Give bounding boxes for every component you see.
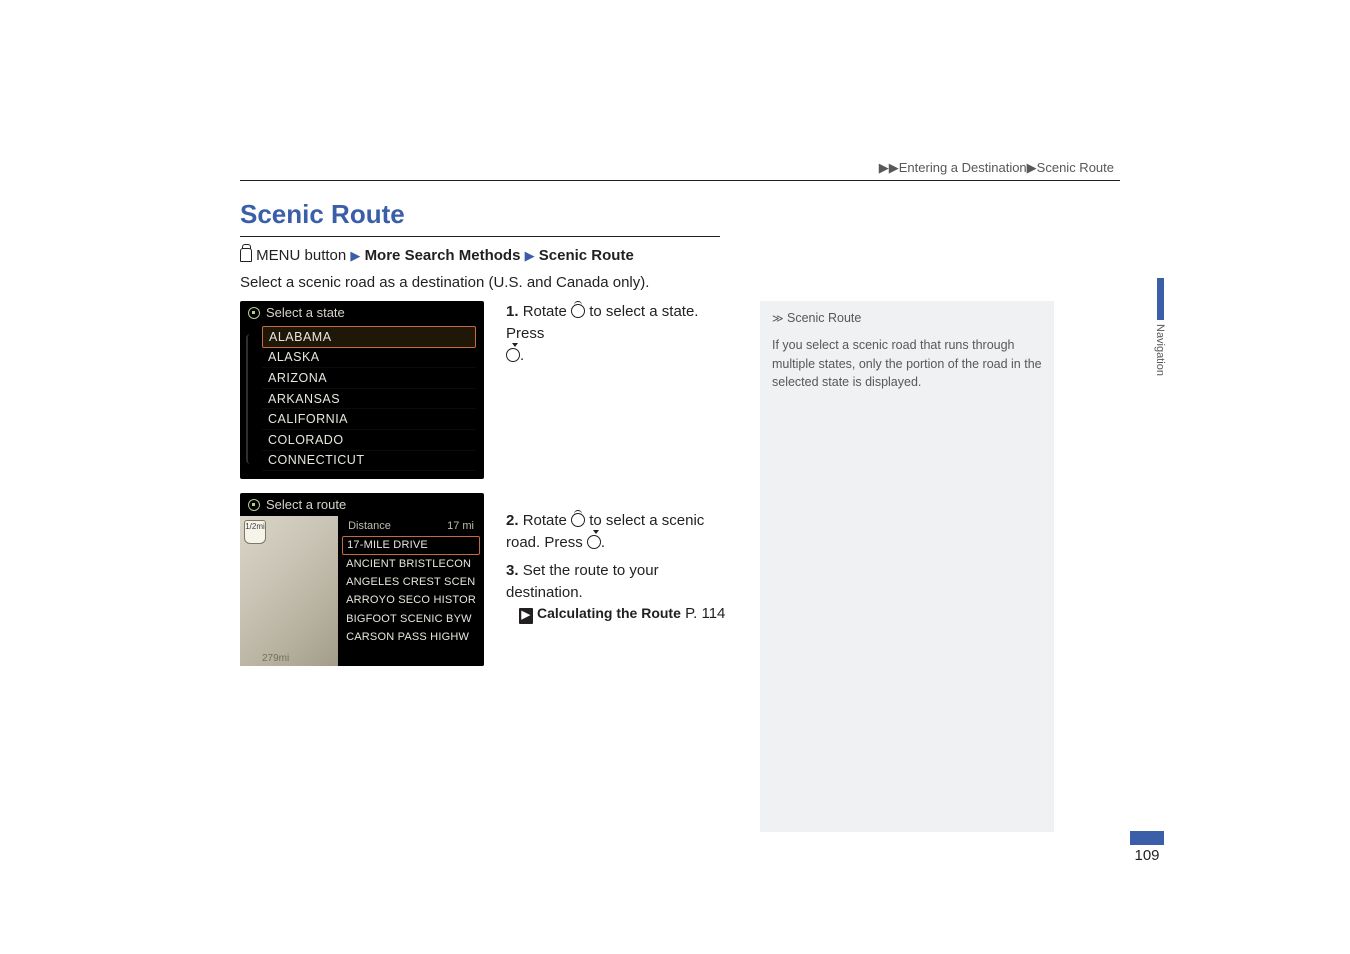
note-panel: ≫ Scenic Route If you select a scenic ro… (760, 301, 1054, 832)
ss2-title: Select a route (266, 497, 346, 512)
intro-text: Select a scenic road as a destination (U… (240, 274, 1120, 291)
list-item: ARROYO SECO HISTOR (338, 591, 484, 609)
list-item: ARIZONA (262, 368, 476, 389)
ss2-header: Select a route (240, 493, 484, 516)
list-item: CARSON PASS HIGHW (338, 628, 484, 646)
step-num: 3. (506, 562, 519, 579)
xref-page-number: 114 (701, 605, 725, 622)
xref-icon: ▶ (519, 608, 533, 624)
tab-bar (1157, 278, 1164, 320)
section-heading: Scenic Route (240, 199, 1120, 230)
col-distance-label: Distance (348, 520, 391, 532)
page-content: ▶▶Entering a Destination▶Scenic Route Sc… (240, 160, 1120, 832)
rotate-dial-icon (571, 513, 585, 527)
rule-top (240, 180, 1120, 181)
xref-label: Calculating the Route (537, 605, 681, 621)
compass-icon (248, 499, 260, 511)
map-scale-shield: 1/2mi (244, 520, 266, 544)
ss2-map: 1/2mi 279mi (240, 516, 338, 666)
col-distance-value: 17 mi (447, 520, 474, 532)
menu-path-item2: Scenic Route (539, 247, 634, 264)
step-1: 1. Rotate to select a state. Press . (506, 301, 738, 366)
note-heading-text: Scenic Route (787, 311, 861, 325)
xref-page-prefix: P. (685, 605, 697, 622)
list-item: CALIFORNIA (262, 409, 476, 430)
step-num: 1. (506, 303, 519, 320)
path-sep-icon: ▶ (525, 248, 535, 263)
press-dial-icon (506, 348, 520, 362)
step-text: . (520, 347, 524, 364)
screenshots-column: Select a state ALABAMA ALASKA ARIZONA AR… (240, 301, 484, 832)
path-sep-icon: ▶ (350, 248, 360, 263)
menu-button-icon (240, 248, 252, 262)
list-item: ARKANSAS (262, 389, 476, 410)
ss2-column-header: Distance 17 mi (338, 516, 484, 536)
note-body: If you select a scenic road that runs th… (772, 336, 1042, 392)
step-text: Set the route to your destination. (506, 562, 659, 601)
rotate-dial-icon (571, 304, 585, 318)
step-text: Rotate (523, 512, 567, 529)
step-num: 2. (506, 512, 519, 529)
steps-column: 1. Rotate to select a state. Press . 2. … (506, 301, 738, 832)
breadcrumb: ▶▶Entering a Destination▶Scenic Route (240, 160, 1120, 176)
step-text: . (601, 534, 605, 551)
note-heading: ≫ Scenic Route (772, 309, 1042, 328)
menu-path-item1: More Search Methods (365, 247, 521, 264)
ss2-list-panel: Distance 17 mi 17-MILE DRIVE ANCIENT BRI… (338, 516, 484, 666)
columns: Select a state ALABAMA ALASKA ARIZONA AR… (240, 301, 1120, 832)
tab-label: Navigation (1154, 324, 1166, 376)
list-item: ALASKA (262, 348, 476, 369)
spacer (506, 372, 738, 510)
chevrons-icon: ≫ (772, 313, 784, 325)
ss2-body: 1/2mi 279mi Distance 17 mi 17-MILE DRIVE… (240, 516, 484, 666)
breadcrumb-sep: ▶▶ (879, 160, 899, 175)
list-item: CONNECTICUT (262, 451, 476, 472)
screenshot-select-state: Select a state ALABAMA ALASKA ARIZONA AR… (240, 301, 484, 479)
section-tab: Navigation (1146, 278, 1164, 382)
rule-heading (240, 236, 720, 237)
list-item: COLORADO (262, 430, 476, 451)
ss1-list: ALABAMA ALASKA ARIZONA ARKANSAS CALIFORN… (240, 324, 484, 479)
breadcrumb-level2: Scenic Route (1037, 160, 1114, 175)
step-3: 3. Set the route to your destination. ▶C… (506, 560, 738, 625)
page-number: 109 (1130, 847, 1164, 864)
press-dial-icon (587, 535, 601, 549)
menu-button-label: MENU button (256, 247, 346, 264)
ss1-title: Select a state (266, 305, 345, 320)
list-item: ALABAMA (262, 326, 476, 348)
breadcrumb-sep2: ▶ (1027, 160, 1037, 175)
step-text: Rotate (523, 303, 567, 320)
compass-icon (248, 307, 260, 319)
page-number-block: 109 (1130, 831, 1164, 864)
screenshot-select-route: Select a route 1/2mi 279mi Distance 17 m… (240, 493, 484, 666)
page-number-bar (1130, 831, 1164, 845)
step-2: 2. Rotate to select a scenic road. Press… (506, 510, 738, 554)
list-item: ANCIENT BRISTLECON (338, 555, 484, 573)
list-item: 17-MILE DRIVE (342, 536, 480, 554)
list-item: BIGFOOT SCENIC BYW (338, 610, 484, 628)
ss1-header: Select a state (240, 301, 484, 324)
list-item: ANGELES CREST SCEN (338, 573, 484, 591)
map-miles-label: 279mi (262, 653, 289, 664)
breadcrumb-level1: Entering a Destination (899, 160, 1027, 175)
menu-path: MENU button ▶ More Search Methods ▶ Scen… (240, 247, 1120, 264)
